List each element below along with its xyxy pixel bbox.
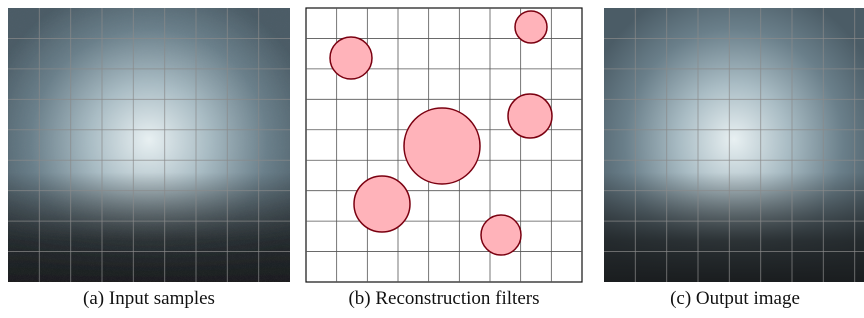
filter-circle [354, 176, 410, 232]
panel-input [8, 8, 290, 282]
filter-circle [404, 108, 480, 184]
input-shadow [8, 8, 290, 282]
figure: (a) Input samples (b) Reconstruction fil… [0, 0, 864, 318]
page: (a) Input samples (b) Reconstruction fil… [0, 0, 864, 318]
caption: (c) Output image [670, 288, 800, 309]
filter-circle [330, 37, 372, 79]
output-shadow [604, 8, 864, 282]
caption: (b) Reconstruction filters [348, 288, 539, 309]
filter-circle [481, 215, 521, 255]
panel-output [604, 8, 864, 282]
filter-circle [508, 94, 552, 138]
panel-filters [306, 8, 582, 282]
caption: (a) Input samples [83, 288, 215, 309]
filter-circle [515, 11, 547, 43]
